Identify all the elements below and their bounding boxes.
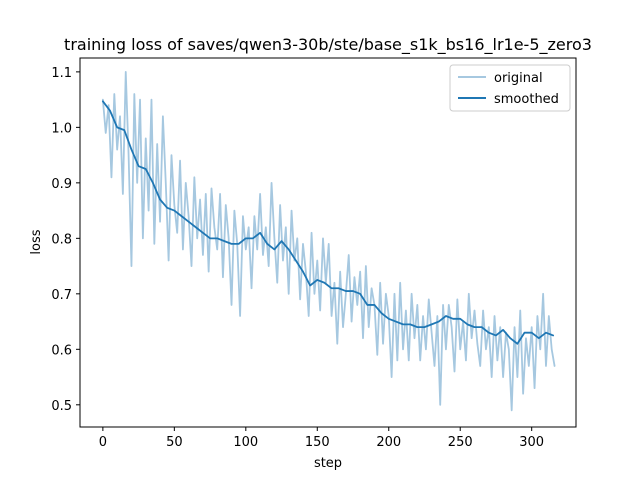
chart-title: training loss of saves/qwen3-30b/ste/bas… (64, 35, 592, 55)
x-tick-label: 150 (305, 435, 330, 450)
y-tick-label: 1.1 (51, 66, 72, 81)
legend-label-smoothed: smoothed (494, 92, 559, 107)
y-tick-label: 0.8 (51, 232, 72, 247)
y-tick-label: 0.7 (51, 288, 72, 303)
x-tick-label: 50 (166, 435, 183, 450)
y-axis-title: loss (29, 229, 44, 254)
series-line-smoothed (101, 100, 555, 345)
x-tick-label: 250 (448, 435, 473, 450)
plot-frame (79, 57, 577, 428)
legend-label-original: original (494, 71, 543, 86)
x-tick-label: 100 (233, 435, 258, 450)
x-axis-title: step (314, 456, 342, 471)
legend: original smoothed (449, 64, 571, 112)
y-tick-label: 0.6 (51, 343, 72, 358)
y-tick-label: 0.5 (51, 399, 72, 414)
axes: 0 50 100 150 200 250 300 0.5 0.6 0.7 0.8 0.9 1.0 1.1 (51, 66, 544, 450)
y-tick-label: 1.0 (51, 121, 72, 136)
series-layer (101, 70, 556, 412)
y-tick-label: 0.9 (51, 177, 72, 192)
x-tick-label: 200 (376, 435, 401, 450)
series-line-original (101, 70, 556, 412)
x-tick-label: 300 (519, 435, 544, 450)
x-tick-label: 0 (99, 435, 107, 450)
